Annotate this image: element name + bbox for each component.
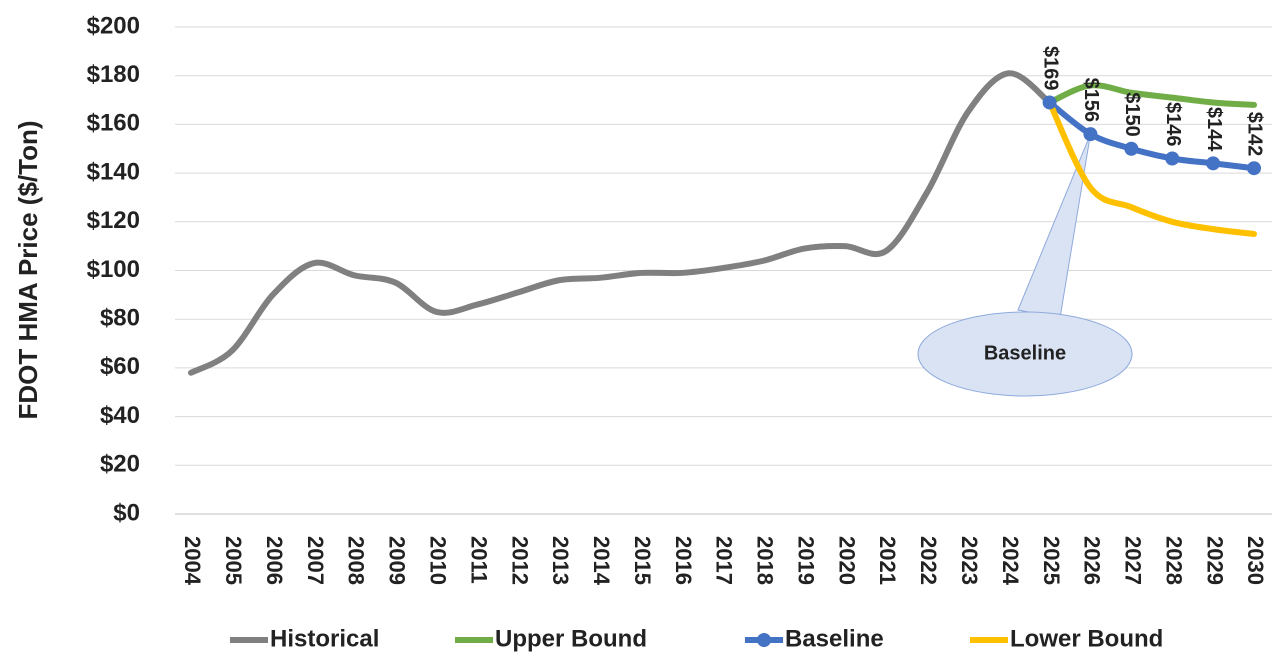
data-label: $150: [1121, 92, 1143, 137]
data-label: $146: [1162, 102, 1184, 147]
point-marker: [1206, 156, 1221, 171]
y-tick-label: $160: [87, 110, 140, 137]
y-tick-label: $80: [100, 305, 140, 332]
x-tick-label: 2025: [1039, 536, 1064, 585]
x-tick-label: 2018: [753, 536, 778, 585]
data-label: $156: [1080, 78, 1102, 123]
y-tick-label: $60: [100, 353, 140, 380]
x-tick-label: 2030: [1243, 536, 1268, 585]
x-tick-label: 2014: [589, 536, 614, 586]
x-tick-label: 2019: [793, 536, 818, 585]
point-marker: [1083, 127, 1098, 142]
data-label: $144: [1203, 107, 1225, 152]
data-label: $169: [1039, 46, 1061, 91]
x-tick-label: 2009: [385, 536, 410, 585]
callout-pointer: [1017, 133, 1091, 319]
x-tick-label: 2029: [1202, 536, 1227, 585]
x-tick-label: 2026: [1080, 536, 1105, 585]
x-tick-label: 2011: [466, 536, 491, 584]
point-marker: [1124, 141, 1139, 156]
x-tick-label: 2024: [998, 536, 1023, 586]
legend-label: Baseline: [785, 625, 884, 652]
series-line: [1046, 82, 1257, 108]
x-tick-label: 2021: [875, 536, 900, 585]
data-label: $142: [1244, 112, 1266, 157]
y-tick-label: $40: [100, 402, 140, 429]
annotation: Baseline: [984, 342, 1066, 364]
point-marker: [1247, 161, 1261, 176]
legend-marker: [757, 633, 771, 647]
x-tick-label: 2028: [1161, 536, 1186, 585]
point-marker: [1165, 151, 1180, 166]
x-tick-label: 2005: [221, 536, 246, 585]
x-tick-label: 2008: [344, 536, 369, 585]
series-line: [1046, 99, 1257, 237]
legend-label: Lower Bound: [1010, 625, 1163, 652]
y-axis-title: FDOT HMA Price ($/Ton): [13, 121, 43, 420]
x-tick-label: 2004: [180, 536, 205, 586]
y-tick-label: $0: [113, 499, 140, 526]
x-tick-label: 2013: [548, 536, 573, 585]
y-tick-label: $200: [87, 12, 140, 39]
x-tick-label: 2012: [507, 536, 532, 585]
x-tick-label: 2010: [425, 536, 450, 585]
y-tick-label: $100: [87, 256, 140, 283]
x-tick-label: 2006: [262, 536, 287, 585]
series-line: [188, 70, 1053, 376]
y-tick-label: $180: [87, 61, 140, 88]
x-tick-label: 2017: [712, 536, 737, 585]
x-tick-label: 2007: [303, 536, 328, 585]
y-tick-label: $120: [87, 207, 140, 234]
callout: [917, 311, 1133, 397]
x-tick-label: 2022: [916, 536, 941, 585]
legend-label: Upper Bound: [495, 625, 647, 652]
x-tick-label: 2027: [1121, 536, 1146, 585]
y-tick-label: $20: [100, 451, 140, 478]
x-tick-label: 2016: [671, 536, 696, 585]
point-marker: [1042, 95, 1057, 110]
x-tick-label: 2015: [630, 536, 655, 585]
legend-label: Historical: [270, 625, 379, 652]
x-tick-label: 2020: [834, 536, 859, 585]
x-tick-label: 2023: [957, 536, 982, 585]
y-tick-label: $140: [87, 158, 140, 185]
